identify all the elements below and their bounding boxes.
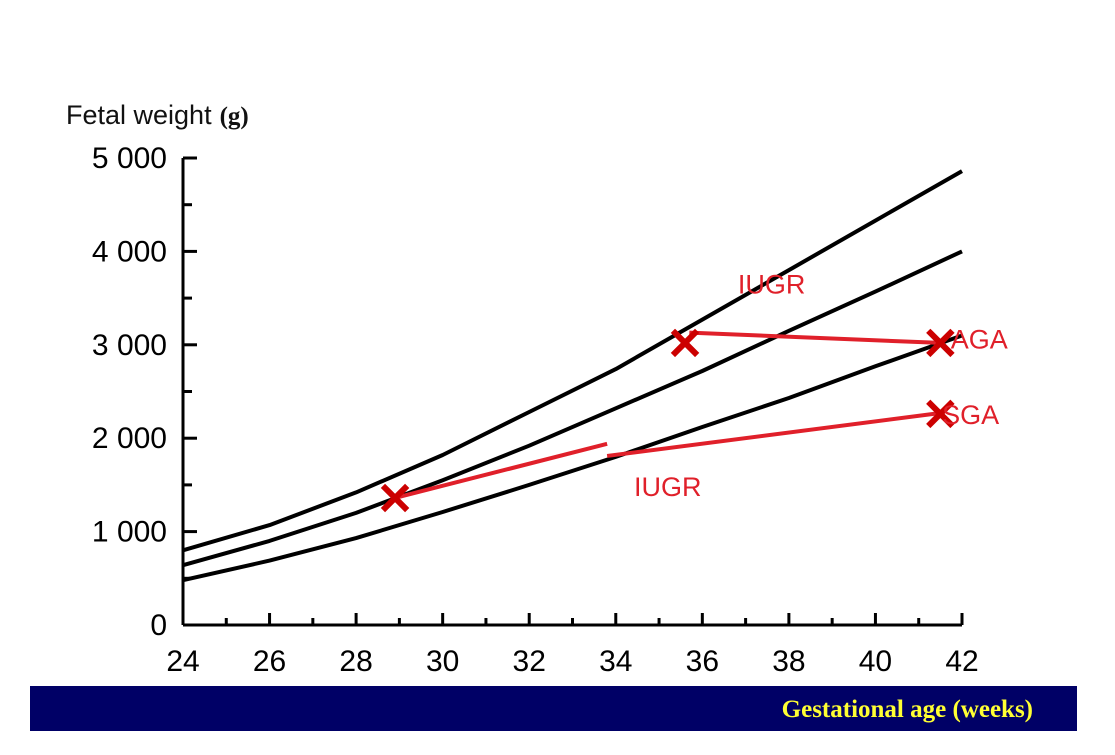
y-axis-label: Fetal weight [66,100,212,130]
cross-marker [926,328,955,358]
x-tick-label: 26 [253,645,286,678]
y-axis-title: Fetal weight (g) [66,100,249,131]
trajectory-line [394,441,608,500]
y-tick-label: 2 000 [92,422,167,455]
y-tick-label: 3 000 [92,329,167,362]
trajectory-line [689,330,941,345]
percentile-curve-3 [182,333,963,583]
x-tick-label: 24 [166,645,199,678]
annotation-label: SGA [942,400,999,430]
y-tick-label: 0 [150,609,167,642]
cross-marker [380,483,410,513]
cross-marker [926,399,955,429]
x-axis-title-bar: Gestational age (weeks) [30,686,1077,731]
x-tick-label: 40 [859,645,892,678]
y-tick-label: 5 000 [92,142,167,175]
percentile-curve-1 [182,169,963,553]
growth-chart: 0 1 000 2 000 3 000 4 000 5 000 24 26 28 30 32 34 36… [92,142,1008,678]
x-tick-label: 42 [945,645,978,678]
percentile-curve-2 [182,249,963,568]
x-tick-label: 36 [686,645,719,678]
cross-marker [670,328,700,358]
x-tick-label: 32 [513,645,546,678]
x-axis-label: Gestational age (weeks) [781,696,1033,723]
x-tick-label: 30 [426,645,459,678]
annotation-label: AGA [951,325,1008,355]
annotation-label: IUGR [738,269,806,299]
x-tick-label: 38 [772,645,805,678]
x-tick-label: 28 [339,645,372,678]
annotation-label: IUGR [634,472,702,502]
x-tick-label: 34 [599,645,632,678]
trajectory-line [606,410,941,458]
y-tick-label: 1 000 [92,516,167,549]
y-axis-unit: (g) [219,103,249,130]
y-tick-label: 4 000 [92,235,167,268]
